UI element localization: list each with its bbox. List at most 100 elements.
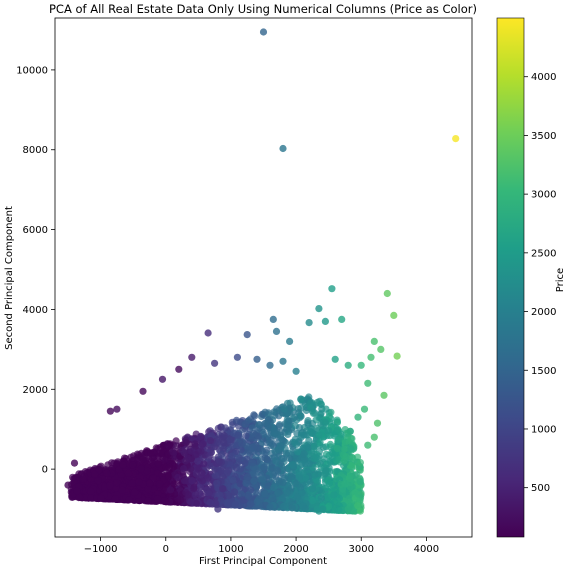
scatter-point — [300, 431, 308, 439]
scatter-point — [330, 491, 338, 499]
scatter-point — [198, 440, 206, 449]
scatter-point — [239, 496, 247, 504]
scatter-point — [261, 490, 269, 498]
scatter-point — [383, 289, 391, 298]
scatter-point — [217, 467, 225, 475]
scatter-point — [226, 435, 234, 443]
scatter-point — [153, 495, 162, 503]
scatter-point — [275, 478, 283, 486]
scatter-point — [165, 472, 173, 481]
y-tick-label: 8000 — [23, 145, 48, 156]
scatter-point — [261, 454, 269, 462]
scatter-point — [317, 494, 325, 502]
scatter-point — [328, 285, 336, 293]
scatter-point — [119, 461, 127, 469]
scatter-point — [286, 337, 294, 345]
scatter-point — [307, 404, 315, 412]
scatter-point — [233, 353, 241, 361]
scatter-point — [147, 450, 155, 458]
scatter-point — [338, 315, 346, 323]
scatter-point — [234, 431, 242, 439]
colorbar-tick-label: 4000 — [531, 72, 556, 83]
scatter-point — [276, 442, 284, 450]
scatter-point — [146, 479, 154, 487]
scatter-point — [79, 475, 87, 483]
scatter-point — [212, 500, 220, 508]
scatter-point — [217, 450, 226, 459]
scatter-point — [298, 489, 306, 497]
scatter-point — [223, 499, 231, 507]
y-tick-label: 2000 — [23, 385, 48, 396]
colorbar-tick-label: 3000 — [531, 190, 556, 201]
scatter-point — [270, 429, 279, 437]
scatter-point — [228, 452, 236, 460]
scatter-point — [261, 408, 269, 416]
scatter-point — [309, 496, 317, 505]
scatter-point — [97, 494, 105, 502]
scatter-point — [370, 433, 378, 441]
scatter-point — [282, 449, 290, 457]
scatter-point — [191, 440, 199, 448]
scatter-point — [313, 476, 322, 484]
scatter-point — [216, 491, 224, 499]
scatter-point — [129, 461, 137, 469]
scatter-point — [225, 492, 233, 500]
scatter-point — [279, 144, 287, 153]
scatter-point — [166, 440, 174, 448]
scatter-point — [334, 436, 342, 444]
scatter-point — [354, 502, 362, 510]
scatter-point — [258, 475, 267, 483]
scatter-point — [206, 498, 214, 507]
scatter-point — [340, 457, 348, 465]
colorbar — [496, 17, 525, 538]
scatter-point — [241, 459, 249, 467]
scatter-point — [354, 413, 362, 421]
scatter-point — [225, 466, 233, 474]
scatter-point — [310, 454, 318, 462]
scatter-point — [341, 445, 349, 453]
scatter-point — [182, 457, 190, 465]
scatter-point — [290, 462, 298, 470]
scatter-point — [281, 474, 289, 482]
scatter-point — [70, 459, 79, 467]
scatter-point — [144, 497, 152, 505]
scatter-point — [87, 494, 95, 502]
scatter-point — [390, 311, 398, 319]
x-axis-label: First Principal Component — [199, 556, 327, 567]
scatter-point — [331, 355, 339, 363]
scatter-point — [167, 486, 175, 494]
scatter-point — [106, 407, 114, 415]
scatter-point — [73, 487, 81, 495]
scatter-point — [308, 485, 317, 493]
scatter-point — [297, 395, 305, 403]
scatter-point — [344, 361, 352, 369]
scatter-point — [285, 417, 293, 425]
scatter-point — [200, 460, 208, 468]
scatter-point — [356, 477, 364, 485]
scatter-point — [236, 465, 244, 473]
scatter-point — [291, 435, 299, 443]
colorbar-ticks: 500 1000 1500 2000 2500 3000 3500 4000 — [524, 72, 556, 494]
scatter-point — [270, 484, 278, 492]
scatter-point — [280, 405, 288, 413]
scatter-point — [158, 375, 167, 383]
scatter-point — [334, 425, 342, 433]
scatter-point — [297, 412, 305, 420]
scatter-point — [188, 477, 196, 485]
scatter-point — [339, 451, 347, 459]
scatter-point — [149, 474, 157, 482]
scatter-point — [335, 506, 343, 514]
scatter-point — [243, 331, 251, 339]
scatter-point — [308, 449, 316, 457]
scatter-point — [113, 405, 121, 413]
scatter-point — [155, 480, 164, 488]
scatter-point — [305, 319, 313, 327]
scatter-point — [356, 507, 364, 515]
scatter-point — [244, 492, 252, 500]
scatter-point — [135, 496, 143, 505]
scatter-point — [143, 467, 151, 475]
scatter-point — [335, 494, 343, 502]
scatter-point — [346, 479, 354, 487]
scatter-point — [75, 493, 84, 501]
scatter-point — [103, 469, 111, 477]
